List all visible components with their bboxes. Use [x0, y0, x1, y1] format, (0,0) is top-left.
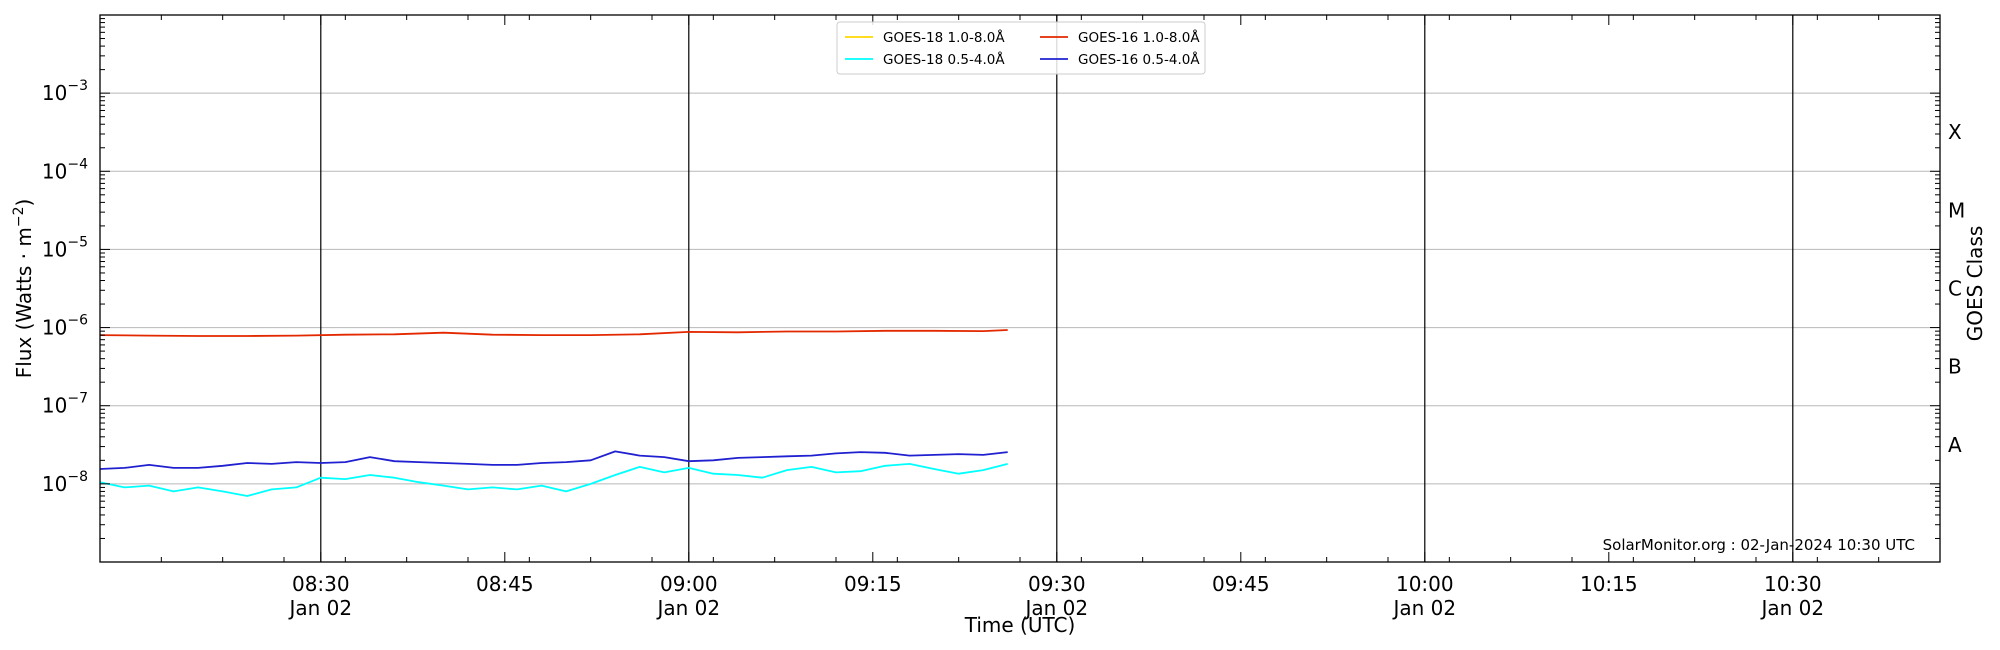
- y-axis-label-exponent: −2: [11, 207, 27, 228]
- goes-class-label: B: [1948, 355, 1962, 379]
- date-lines-layer: [320, 15, 1794, 562]
- x-axis-label: Time (UTC): [964, 613, 1076, 637]
- x-tick-label: 10:00: [1396, 572, 1454, 596]
- goes-class-label: M: [1948, 198, 1965, 222]
- y-tick-exponent: −6: [67, 313, 88, 329]
- y-tick-label: 10−7: [42, 391, 88, 418]
- goes-class-axis-label: GOES Class: [1963, 226, 1987, 342]
- y-tick-label: 10−3: [42, 78, 88, 105]
- legend-entry-3: GOES-16 1.0-8.0Å: [1078, 29, 1200, 46]
- legend-entry-1: GOES-18 1.0-8.0Å: [883, 29, 1005, 46]
- y-tick-exponent: −3: [67, 78, 88, 94]
- y-tick-label: 10−5: [42, 234, 88, 261]
- x-tick-date-label: Jan 02: [287, 596, 352, 620]
- y-tick-label: 10−6: [42, 313, 88, 340]
- goes-class-label: A: [1948, 433, 1962, 457]
- y-tick-base: 10: [42, 472, 67, 496]
- source-annotation: SolarMonitor.org : 02-Jan-2024 10:30 UTC: [1603, 536, 1915, 554]
- y-tick-label: 10−4: [42, 156, 88, 183]
- x-tick-date-label: Jan 02: [1391, 596, 1456, 620]
- y-axis-label-main: Flux (Watts · m: [12, 227, 36, 378]
- x-tick-date-label: Jan 02: [655, 596, 720, 620]
- goes-class-label: X: [1948, 120, 1962, 144]
- y-axis-label: Flux (Watts · m−2): [11, 199, 36, 379]
- legend: GOES-18 1.0-8.0Å GOES-18 0.5-4.0Å GOES-16 …: [836, 21, 1206, 75]
- legend-box: [836, 21, 1206, 75]
- x-tick-label: 08:30: [292, 572, 350, 596]
- x-tick-label: 09:30: [1028, 572, 1086, 596]
- y-tick-exponent: −8: [67, 469, 88, 485]
- x-tick-label: 08:45: [476, 572, 534, 596]
- series-layer: [99, 329, 1008, 497]
- y-axis-label-close: ): [12, 199, 36, 207]
- legend-entry-2: GOES-18 0.5-4.0Å: [883, 51, 1005, 68]
- series-line-4: [99, 450, 1008, 470]
- y-tick-base: 10: [42, 394, 67, 418]
- plot-frame: [99, 14, 1941, 563]
- series-line-2: [99, 462, 1008, 497]
- x-tick-date-label: Jan 02: [1759, 596, 1824, 620]
- y-tick-label: 10−8: [42, 469, 88, 496]
- x-tick-date-label: Jan 02: [1023, 596, 1088, 620]
- ticks-layer: [99, 15, 1941, 563]
- legend-entry-4: GOES-16 0.5-4.0Å: [1078, 51, 1200, 68]
- y-tick-exponent: −5: [67, 234, 88, 250]
- y-tick-base: 10: [42, 81, 67, 105]
- y-tick-exponent: −7: [67, 391, 88, 407]
- x-tick-label: 10:30: [1764, 572, 1822, 596]
- x-tick-label: 09:00: [660, 572, 718, 596]
- grid-layer: [100, 92, 1940, 485]
- y-tick-exponent: −4: [67, 156, 88, 172]
- x-tick-label: 10:15: [1580, 572, 1638, 596]
- series-line-3: [99, 329, 1008, 337]
- y-tick-base: 10: [42, 237, 67, 261]
- x-tick-label: 09:15: [844, 572, 902, 596]
- goes-class-label: C: [1948, 277, 1962, 301]
- x-tick-label: 09:45: [1212, 572, 1270, 596]
- y-tick-base: 10: [42, 316, 67, 340]
- y-tick-base: 10: [42, 159, 67, 183]
